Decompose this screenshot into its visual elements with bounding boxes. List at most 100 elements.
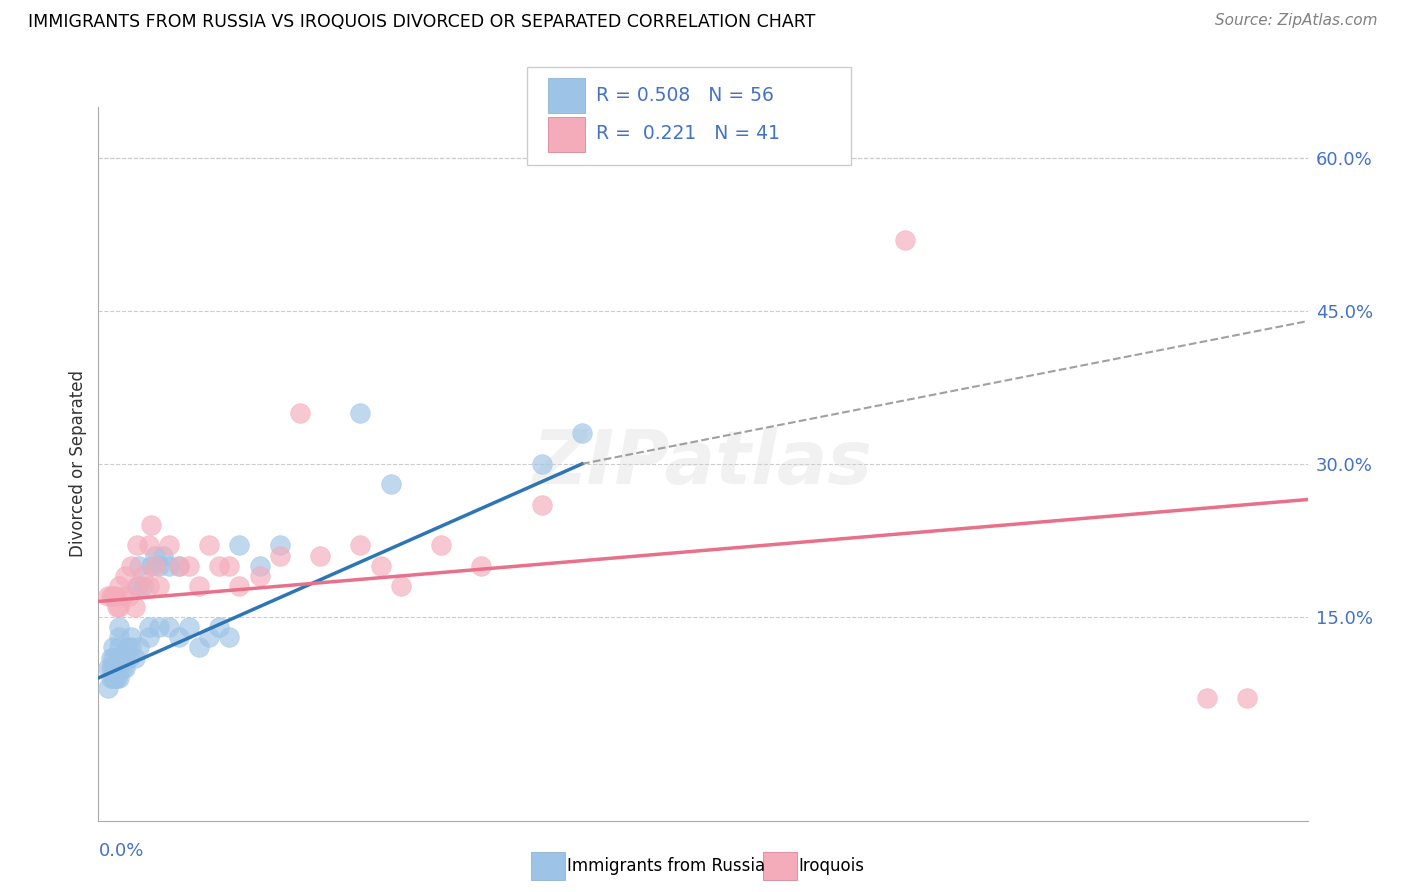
Point — [188, 640, 211, 655]
Point — [101, 661, 124, 675]
Point — [198, 538, 221, 552]
Point — [143, 549, 166, 563]
Point — [148, 620, 170, 634]
Point — [249, 569, 271, 583]
Point — [143, 558, 166, 573]
Point — [107, 661, 129, 675]
Point — [198, 630, 221, 644]
Point — [208, 620, 231, 634]
Text: Source: ZipAtlas.com: Source: ZipAtlas.com — [1215, 13, 1378, 29]
Point — [148, 558, 170, 573]
Point — [124, 650, 146, 665]
Point — [107, 579, 129, 593]
Point — [97, 681, 120, 695]
Point — [349, 406, 371, 420]
Point — [249, 558, 271, 573]
Point — [107, 640, 129, 655]
Point — [128, 558, 150, 573]
Point — [132, 569, 155, 583]
Point — [269, 549, 291, 563]
Point — [470, 558, 492, 573]
Point — [100, 590, 122, 604]
Point — [139, 558, 162, 573]
Point — [105, 599, 128, 614]
Point — [100, 650, 122, 665]
Point — [120, 640, 142, 655]
Point — [157, 620, 180, 634]
Point — [103, 590, 125, 604]
Point — [132, 579, 155, 593]
Text: IMMIGRANTS FROM RUSSIA VS IROQUOIS DIVORCED OR SEPARATED CORRELATION CHART: IMMIGRANTS FROM RUSSIA VS IROQUOIS DIVOR… — [28, 13, 815, 31]
Point — [114, 569, 136, 583]
Point — [105, 661, 128, 675]
Point — [111, 661, 134, 675]
Point — [128, 640, 150, 655]
Point — [105, 671, 128, 685]
Point — [103, 671, 125, 685]
Point — [269, 538, 291, 552]
Point — [188, 579, 211, 593]
Point — [1195, 691, 1218, 706]
Point — [530, 457, 553, 471]
Point — [101, 650, 124, 665]
Point — [100, 671, 122, 685]
Point — [349, 538, 371, 552]
Point — [118, 590, 141, 604]
Point — [128, 579, 150, 593]
Point — [118, 650, 141, 665]
Point — [218, 630, 240, 644]
Point — [107, 650, 129, 665]
Point — [138, 579, 160, 593]
Point — [120, 558, 142, 573]
Point — [430, 538, 453, 552]
Point — [138, 538, 160, 552]
Point — [125, 538, 148, 552]
Point — [571, 426, 593, 441]
Point — [380, 477, 402, 491]
Point — [120, 630, 142, 644]
Point — [179, 620, 201, 634]
Point — [107, 671, 129, 685]
Point — [228, 579, 250, 593]
Point — [148, 579, 170, 593]
Point — [228, 538, 250, 552]
Point — [97, 661, 120, 675]
Point — [101, 590, 124, 604]
Point — [530, 498, 553, 512]
Text: 0.0%: 0.0% — [98, 842, 143, 860]
Point — [111, 650, 134, 665]
Point — [208, 558, 231, 573]
Point — [1236, 691, 1258, 706]
Point — [107, 620, 129, 634]
Point — [139, 518, 162, 533]
Point — [167, 558, 190, 573]
Point — [893, 233, 915, 247]
Point — [101, 671, 124, 685]
Point — [167, 630, 190, 644]
Point — [107, 599, 129, 614]
Point — [152, 549, 174, 563]
Point — [97, 590, 120, 604]
Point — [114, 650, 136, 665]
Text: Iroquois: Iroquois — [799, 857, 865, 875]
Text: R =  0.221   N = 41: R = 0.221 N = 41 — [596, 124, 780, 144]
Y-axis label: Divorced or Separated: Divorced or Separated — [69, 370, 87, 558]
Text: Immigrants from Russia: Immigrants from Russia — [567, 857, 765, 875]
Point — [179, 558, 201, 573]
Point — [107, 630, 129, 644]
Point — [138, 630, 160, 644]
Point — [138, 620, 160, 634]
Point — [218, 558, 240, 573]
Point — [125, 579, 148, 593]
Point — [288, 406, 311, 420]
Text: ZIPatlas: ZIPatlas — [533, 427, 873, 500]
Point — [309, 549, 332, 563]
Point — [100, 661, 122, 675]
Point — [114, 661, 136, 675]
Text: R = 0.508   N = 56: R = 0.508 N = 56 — [596, 86, 775, 105]
Point — [111, 590, 134, 604]
Point — [124, 599, 146, 614]
Point — [115, 640, 138, 655]
Point — [157, 538, 180, 552]
Point — [105, 650, 128, 665]
